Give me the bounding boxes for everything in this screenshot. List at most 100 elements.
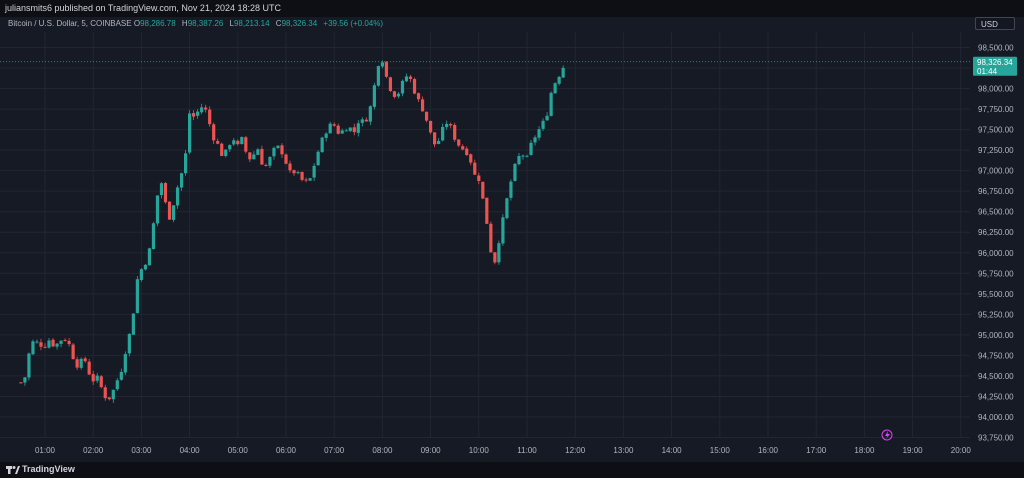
- candle-body: [300, 171, 304, 180]
- candle-body: [292, 170, 296, 174]
- footer-brand: TradingView: [22, 464, 75, 474]
- y-tick-label: 97,750.00: [978, 105, 1014, 114]
- candle-body: [87, 361, 91, 375]
- candle-body: [380, 62, 384, 67]
- candle-body: [167, 201, 172, 220]
- open-label: O: [133, 19, 141, 28]
- candle-body: [212, 124, 216, 141]
- y-tick-label: 96,000.00: [978, 249, 1014, 258]
- candle-body: [420, 99, 425, 112]
- candle-body: [320, 137, 324, 153]
- footer-bar: [0, 462, 1024, 478]
- candle-body: [453, 124, 457, 140]
- y-tick-label: 96,500.00: [978, 208, 1014, 217]
- candle-body: [384, 61, 389, 77]
- chart-panel[interactable]: [0, 17, 1024, 462]
- candle-body: [123, 354, 127, 373]
- candle-body: [513, 163, 517, 181]
- tradingview-logo-icon: [6, 466, 20, 474]
- candle-body: [196, 111, 200, 116]
- candle-body: [553, 83, 557, 94]
- close-value: 98,326.34: [281, 19, 318, 28]
- y-tick-label: 97,500.00: [978, 126, 1014, 135]
- candle-body: [23, 377, 27, 383]
- candle-body: [332, 124, 336, 126]
- candle-body: [340, 130, 344, 134]
- candle-body: [493, 252, 497, 263]
- publish-info: juliansmits6 published on TradingView.co…: [5, 3, 281, 13]
- candlestick-chart[interactable]: 98,500.0098,250.0098,000.0097,750.0097,5…: [0, 0, 1024, 462]
- y-tick-label: 95,500.00: [978, 290, 1014, 299]
- candle-body: [296, 172, 300, 174]
- candle-body: [192, 113, 196, 117]
- candle-body: [39, 342, 43, 347]
- candle-body: [505, 198, 509, 219]
- candle-body: [533, 137, 537, 143]
- candle-body: [143, 264, 148, 270]
- candle-body: [107, 397, 111, 400]
- candle-body: [433, 132, 437, 145]
- candle-body: [360, 119, 364, 123]
- candle-body: [545, 115, 549, 121]
- candle-body: [75, 359, 79, 368]
- candle-body: [509, 181, 513, 198]
- candle-body: [91, 374, 95, 382]
- candle-body: [183, 153, 188, 174]
- x-tick-label: 09:00: [421, 446, 442, 455]
- candle-body: [465, 148, 469, 156]
- candle-body: [276, 145, 280, 149]
- candle-body: [521, 155, 525, 157]
- candle-body: [95, 375, 99, 381]
- candle-body: [35, 341, 39, 343]
- x-tick-label: 20:00: [951, 446, 972, 455]
- candle-body: [312, 165, 316, 178]
- x-tick-label: 19:00: [903, 446, 924, 455]
- candle-body: [252, 154, 256, 160]
- candle-body: [19, 382, 23, 384]
- candle-body: [244, 137, 248, 152]
- candle-body: [457, 139, 461, 146]
- candle-body: [284, 154, 288, 164]
- candle-body: [441, 126, 445, 141]
- candle-body: [163, 183, 168, 203]
- candle-body: [316, 151, 320, 166]
- change-value: +39.56 (+0.04%): [323, 19, 384, 28]
- x-tick-label: 13:00: [613, 446, 634, 455]
- y-tick-label: 94,500.00: [978, 372, 1014, 381]
- y-tick-label: 95,000.00: [978, 331, 1014, 340]
- candle-body: [99, 376, 103, 388]
- candle-body: [489, 223, 493, 253]
- candle-body: [408, 76, 413, 79]
- y-tick-label: 94,750.00: [978, 351, 1014, 360]
- candle-body: [344, 130, 348, 132]
- publish-bar: [0, 0, 1024, 17]
- x-tick-label: 02:00: [83, 446, 104, 455]
- open-value: 98,286.78: [140, 19, 176, 28]
- candle-body: [424, 111, 429, 121]
- price-label-box: [973, 56, 1017, 76]
- candle-body: [324, 133, 328, 138]
- candle-body: [59, 340, 63, 344]
- x-tick-label: 01:00: [35, 446, 56, 455]
- candle-body: [469, 154, 473, 163]
- candle-body: [477, 175, 481, 181]
- currency-button[interactable]: USD: [975, 17, 1015, 30]
- y-tick-label: 98,000.00: [978, 85, 1014, 94]
- candle-body: [51, 339, 55, 347]
- x-tick-label: 07:00: [324, 446, 345, 455]
- x-tick-label: 03:00: [131, 446, 152, 455]
- x-tick-label: 12:00: [565, 446, 586, 455]
- y-tick-label: 95,250.00: [978, 310, 1014, 319]
- candle-body: [396, 93, 401, 97]
- x-tick-label: 04:00: [180, 446, 201, 455]
- candle-body: [31, 341, 35, 355]
- x-tick-label: 06:00: [276, 446, 297, 455]
- candle-body: [103, 387, 107, 399]
- candle-body: [131, 313, 135, 335]
- candle-body: [216, 140, 220, 144]
- candle-body: [328, 123, 332, 134]
- candle-body: [416, 93, 421, 100]
- candle-body: [400, 80, 405, 94]
- y-tick-label: 96,750.00: [978, 187, 1014, 196]
- candle-body: [119, 371, 123, 380]
